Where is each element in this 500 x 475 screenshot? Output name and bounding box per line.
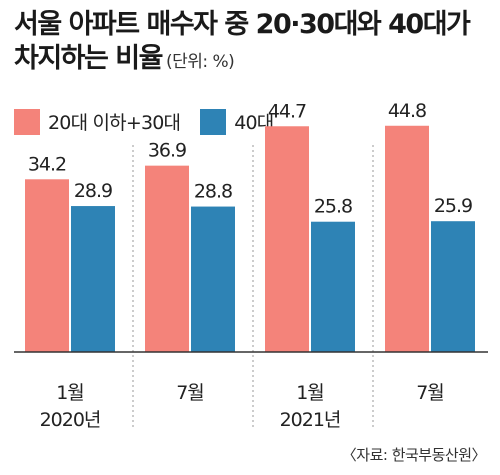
data-label-series-1-1: 34.2 [28,153,66,175]
bar-series-1-3 [265,126,309,352]
chart-title-line2: 차지하는 비율 [14,43,163,74]
data-label-series-2-2: 28.8 [194,181,232,203]
x-tick-label-2: 7월 [176,382,204,404]
data-label-series-2-1: 28.9 [74,180,112,202]
chart-title: 서울 아파트 매수자 중 20·30대와 40대가 차지하는 비율 (단위: %) [14,8,471,79]
bar-series-1-2 [145,165,189,352]
chart-title-line2-wrap: 차지하는 비율 (단위: %) [14,42,469,79]
x-tick-label-3: 1월 [296,382,324,404]
bar-series-2-3 [311,221,355,352]
chart-title-line1: 서울 아파트 매수자 중 20·30대와 40대가 [14,9,471,40]
unit-label: (단위: %) [165,52,235,72]
data-label-series-2-3: 25.8 [314,196,352,218]
legend-swatch-series-2 [200,108,227,135]
legend-item-series-2: 40대 [200,108,274,135]
bar-series-2-1 [71,206,115,352]
legend: 20대 이하+30대 40대 [14,108,294,135]
legend-swatch-series-1 [14,108,40,135]
x-tick-label-4: 7월 [416,382,444,404]
legend-label-series-1: 20대 이하+30대 [48,112,181,134]
source-note: 〈자료: 한국부동산원〉 [341,446,487,464]
bar-series-1-4 [385,125,429,352]
legend-label-series-2: 40대 [234,112,274,134]
x-tick-label-1: 1월 [56,382,84,404]
year-label-1: 2020년 [40,409,101,431]
data-label-series-1-4: 44.8 [388,100,426,122]
data-label-series-2-4: 25.9 [434,195,472,217]
bar-series-2-2 [191,206,235,352]
year-label-2: 2021년 [280,409,341,431]
bar-series-1-1 [25,179,69,352]
legend-item-series-1: 20대 이하+30대 [14,108,181,135]
data-label-series-1-2: 36.9 [148,140,186,162]
data-label-series-1-3: 44.7 [268,100,306,122]
bar-series-2-4 [431,221,475,352]
